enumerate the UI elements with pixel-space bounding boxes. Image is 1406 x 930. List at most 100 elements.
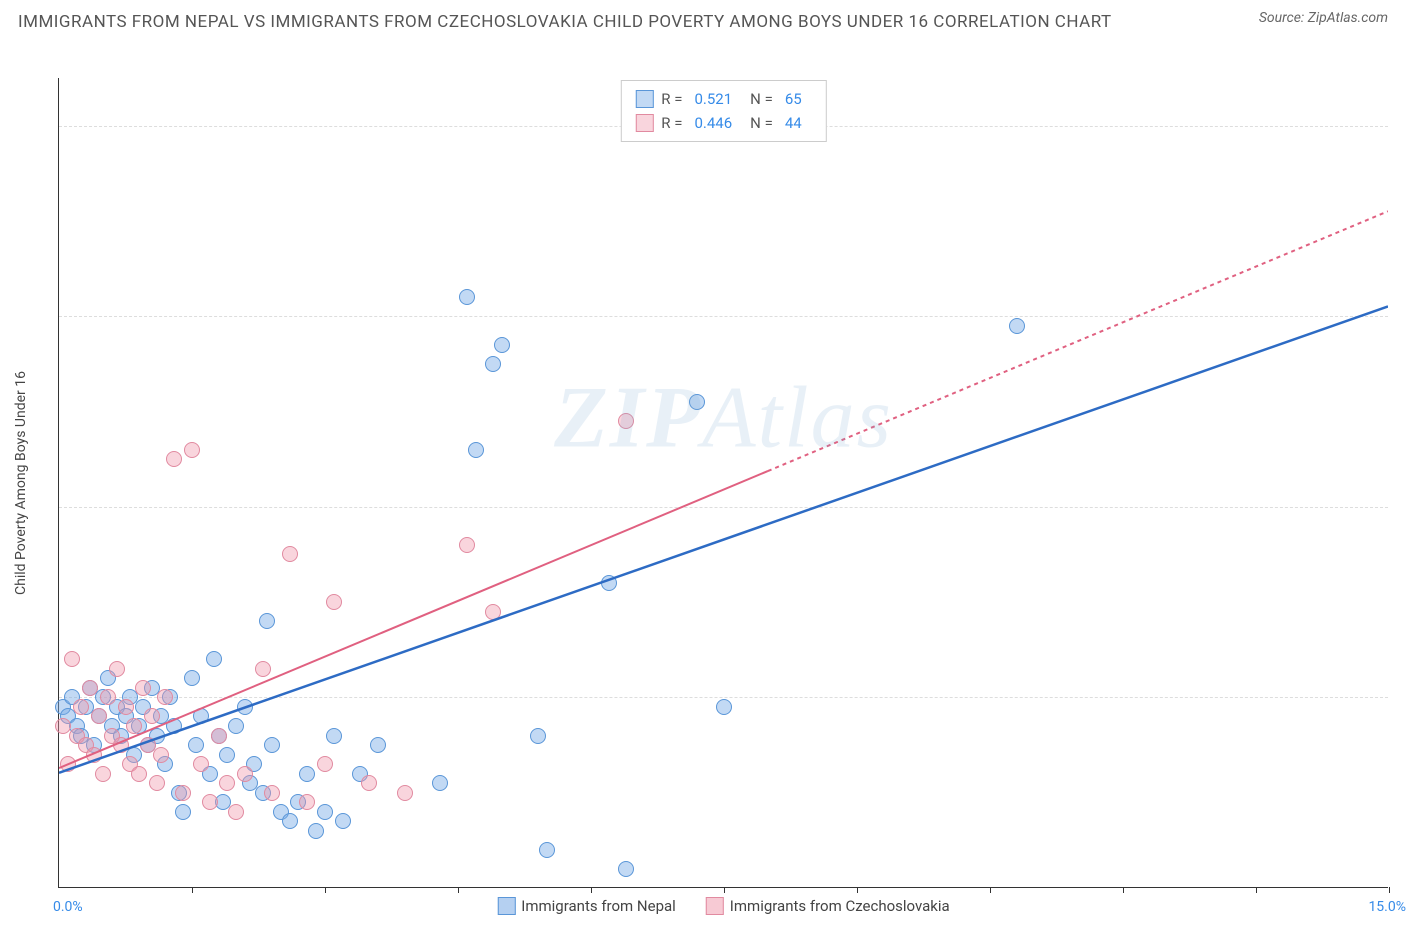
legend-r-label: R = [661,111,682,135]
data-point [184,442,200,458]
data-point [361,775,377,791]
data-point [282,546,298,562]
legend-swatch-nepal [635,90,653,108]
x-tick [857,887,858,893]
data-point [86,747,102,763]
data-point [184,670,200,686]
x-tick [325,887,326,893]
data-point [175,804,191,820]
data-point [131,766,147,782]
data-point [485,356,501,372]
x-tick [990,887,991,893]
data-point [118,699,134,715]
data-point [326,594,342,610]
data-point [175,785,191,801]
x-axis-min: 0.0% [53,899,83,915]
data-point [530,728,546,744]
x-tick [192,887,193,893]
source-label: Source: ZipAtlas.com [1259,10,1388,26]
legend-n-value-1: 65 [785,87,802,111]
data-point [494,337,510,353]
x-axis-max: 15.0% [1368,899,1406,915]
x-tick [1256,887,1257,893]
legend-r-value-2: 0.446 [694,111,732,135]
legend-stats-row-1: R = 0.521 N = 65 [635,87,811,111]
data-point [468,442,484,458]
y-tick-label: 40.0% [1396,500,1406,516]
chart-title: IMMIGRANTS FROM NEPAL VS IMMIGRANTS FROM… [18,8,1112,37]
legend-r-value-1: 0.521 [694,87,732,111]
legend-swatch-nepal [497,897,515,915]
data-point [259,613,275,629]
data-point [255,661,271,677]
legend-label-czech: Immigrants from Czechoslovakia [730,897,950,915]
data-point [100,689,116,705]
y-tick-label: 60.0% [1396,309,1406,325]
data-point [64,651,80,667]
data-point [113,737,129,753]
data-point [144,708,160,724]
data-point [135,680,151,696]
data-point [149,775,165,791]
data-point [166,451,182,467]
data-point [317,756,333,772]
x-tick [458,887,459,893]
data-point [237,699,253,715]
data-point [335,813,351,829]
y-axis-title: Child Poverty Among Boys Under 16 [13,371,29,595]
legend-label-nepal: Immigrants from Nepal [521,897,676,915]
data-point [166,718,182,734]
data-point [539,842,555,858]
data-point [485,604,501,620]
data-point [228,804,244,820]
data-point [264,785,280,801]
data-point [459,289,475,305]
data-point [601,575,617,591]
data-point [308,823,324,839]
data-point [299,766,315,782]
data-point [397,785,413,801]
scatter-points [59,78,1388,887]
legend-swatch-czech [635,114,653,132]
x-tick [591,887,592,893]
data-point [219,747,235,763]
data-point [188,737,204,753]
data-point [157,689,173,705]
data-point [1009,318,1025,334]
data-point [193,708,209,724]
y-tick-label: 80.0% [1396,119,1406,135]
data-point [459,537,475,553]
data-point [202,794,218,810]
y-tick-label: 20.0% [1396,690,1406,706]
legend-n-label: N = [750,87,773,111]
data-point [299,794,315,810]
data-point [109,661,125,677]
data-point [206,651,222,667]
data-point [326,728,342,744]
data-point [228,718,244,734]
data-point [317,804,333,820]
legend-item-czech: Immigrants from Czechoslovakia [706,897,950,915]
data-point [716,699,732,715]
x-tick [724,887,725,893]
data-point [282,813,298,829]
data-point [264,737,280,753]
data-point [193,756,209,772]
data-point [153,747,169,763]
data-point [211,728,227,744]
data-point [126,718,142,734]
data-point [237,766,253,782]
chart-header: IMMIGRANTS FROM NEPAL VS IMMIGRANTS FROM… [0,0,1406,37]
data-point [60,756,76,772]
x-tick [1123,887,1124,893]
data-point [689,394,705,410]
data-point [618,861,634,877]
legend-stats-row-2: R = 0.446 N = 44 [635,111,811,135]
legend-n-label: N = [750,111,773,135]
data-point [73,699,89,715]
data-point [91,708,107,724]
data-point [95,766,111,782]
legend-series: Immigrants from Nepal Immigrants from Cz… [497,897,949,915]
legend-n-value-2: 44 [785,111,802,135]
legend-r-label: R = [661,87,682,111]
